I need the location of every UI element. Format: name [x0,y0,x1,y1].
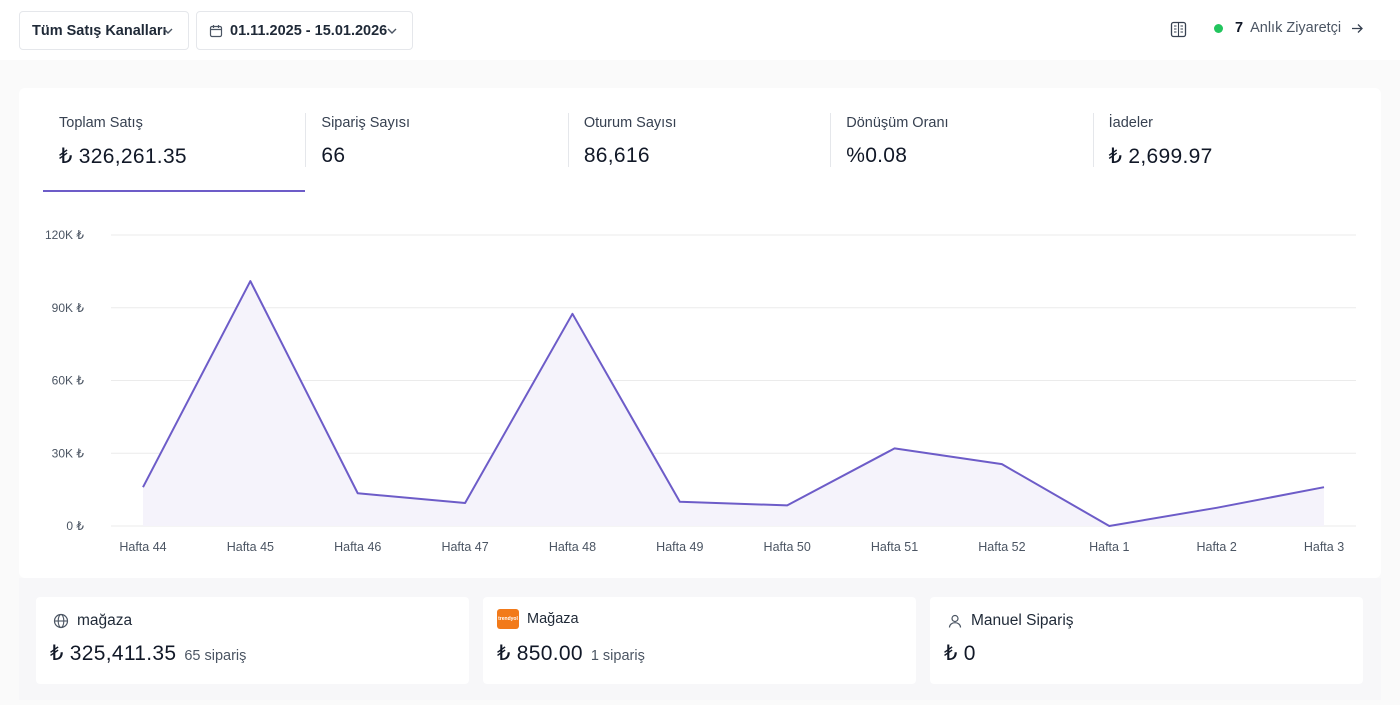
top-bar: Tüm Satış Kanalları 01.11.2025 - 15.01.2… [0,0,1400,60]
kpi-label: Sipariş Sayısı [321,115,411,131]
live-status-dot [1214,23,1223,33]
x-tick-label: Hafta 50 [764,540,811,554]
kpi-label: Toplam Satış [59,115,143,131]
channel-amount: ₺ 850.00 [497,642,583,665]
calendar-icon [209,24,223,37]
sales-line-chart: 0 ₺ 30K ₺ 60K ₺ 90K ₺ 120K ₺ Hafta 44 Hafta 45… [45,228,1356,554]
sales-channels-panel: mağaza ₺ 325,411.35 65 sipariş trendyol … [19,578,1381,700]
x-tick-label: Hafta 44 [119,540,166,554]
kpi-value: %0.08 [846,144,908,167]
channel-card-store[interactable]: mağaza ₺ 325,411.35 65 sipariş [36,597,469,684]
series-line [142,280,1325,527]
kpi-value: ₺ 326,261.35 [59,145,187,168]
tab-returns[interactable]: İadeler ₺ 2,699.97 [1092,88,1355,192]
x-tick-label: Hafta 51 [871,540,918,554]
channel-name: mağaza [77,612,133,629]
sales-channel-label: Tüm Satış Kanalları [32,22,167,39]
arrow-right-icon [1352,23,1364,33]
channel-card-manual-order[interactable]: Manuel Sipariş ₺ 0 [930,597,1363,684]
x-tick-label: Hafta 46 [334,540,381,554]
x-tick-label: Hafta 47 [441,540,488,554]
tab-total-sales[interactable]: Toplam Satış ₺ 326,261.35 [43,88,306,192]
kpi-label: İadeler [1108,115,1153,131]
book-icon[interactable] [1170,21,1187,38]
date-range-picker[interactable]: 01.11.2025 - 15.01.2026 [196,11,413,50]
y-tick-label: 120K ₺ [45,228,84,242]
x-tick-label: Hafta 45 [227,540,274,554]
channel-amount: ₺ 325,411.35 [50,642,177,665]
kpi-value: ₺ 2,699.97 [1108,145,1213,168]
kpi-value: 66 [321,144,346,167]
channel-order-count: 65 sipariş [184,648,247,664]
live-visitor-label: Anlık Ziyaretçi [1250,20,1342,36]
kpi-tabs: Toplam Satış ₺ 326,261.35 Sipariş Sayısı… [43,88,1355,192]
chevron-down-icon [387,28,397,34]
globe-icon [53,613,69,629]
live-visitor-count: 7 [1235,20,1244,36]
channel-order-count: 1 sipariş [590,648,645,664]
x-tick-label: Hafta 48 [549,540,596,554]
kpi-label: Dönüşüm Oranı [846,115,949,131]
y-tick-label: 60K ₺ [52,374,85,388]
y-tick-label: 0 ₺ [66,519,84,533]
channel-card-trendyol[interactable]: trendyol Mağaza ₺ 850.00 1 sipariş [483,597,916,684]
y-tick-label: 30K ₺ [52,446,85,460]
channel-name: Manuel Sipariş [971,612,1074,629]
sales-channel-select[interactable]: Tüm Satış Kanalları [19,11,189,50]
tab-order-count[interactable]: Sipariş Sayısı 66 [305,88,567,192]
y-tick-label: 90K ₺ [52,301,85,315]
date-range-label: 01.11.2025 - 15.01.2026 [230,22,388,39]
trendyol-logo: trendyol [497,609,519,629]
x-tick-label: Hafta 2 [1196,540,1236,554]
x-tick-label: Hafta 1 [1089,540,1129,554]
chevron-down-icon [163,28,173,34]
x-tick-label: Hafta 3 [1304,540,1344,554]
live-visitors-link[interactable]: 7 Anlık Ziyaretçi [1214,20,1364,36]
channel-amount: ₺ 0 [944,642,976,665]
channel-name: Mağaza [527,611,579,627]
kpi-label: Oturum Sayısı [583,115,677,131]
tab-session-count[interactable]: Oturum Sayısı 86,616 [567,88,830,192]
kpi-value: 86,616 [583,144,650,167]
sales-overview-card: Toplam Satış ₺ 326,261.35 Sipariş Sayısı… [19,88,1381,578]
tab-conversion-rate[interactable]: Dönüşüm Oranı %0.08 [830,88,1092,192]
user-icon [948,614,962,628]
x-tick-label: Hafta 49 [656,540,703,554]
area-fill [143,281,1324,526]
x-tick-label: Hafta 52 [978,540,1025,554]
